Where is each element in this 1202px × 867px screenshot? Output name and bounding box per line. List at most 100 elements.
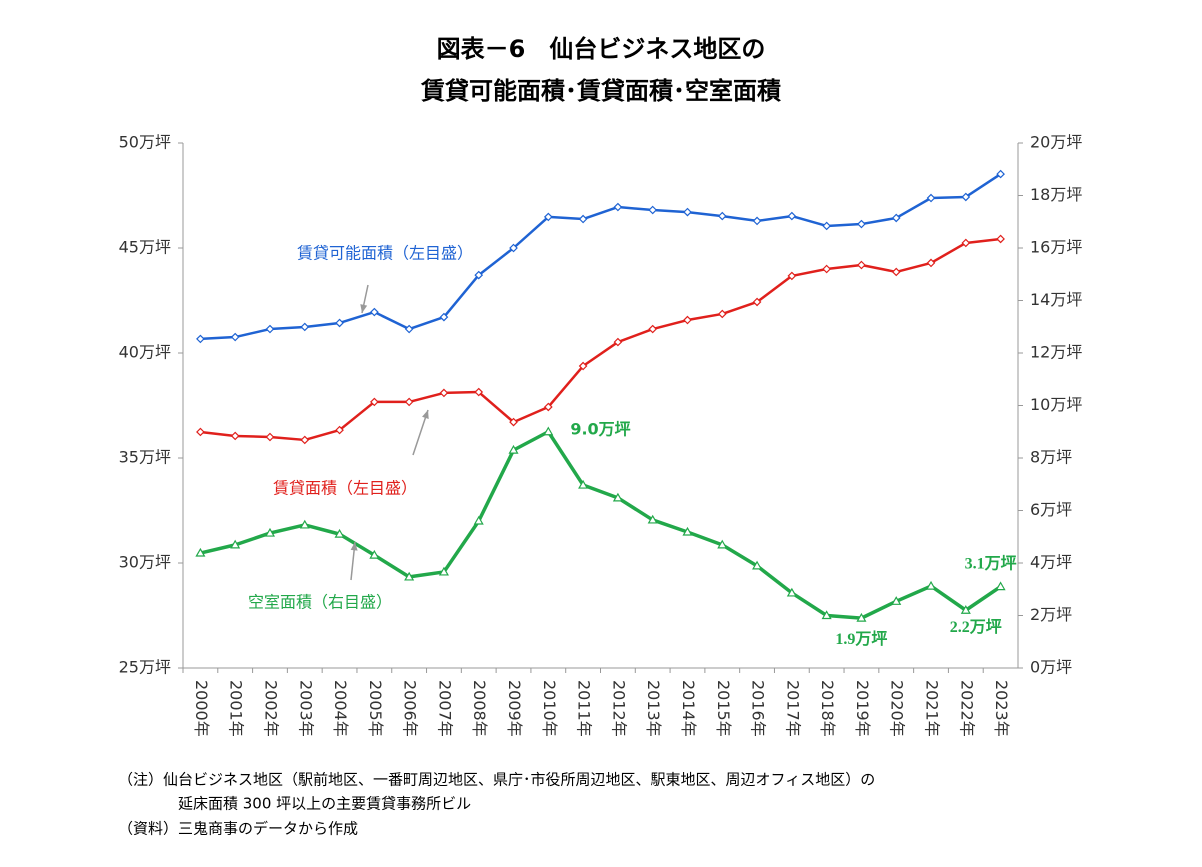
point bbox=[300, 435, 310, 445]
x-tick-label: 2013年 bbox=[644, 680, 663, 737]
point bbox=[404, 324, 414, 334]
point bbox=[474, 387, 484, 397]
point bbox=[264, 527, 276, 537]
y2-tick-label: 10万坪 bbox=[1030, 395, 1082, 414]
x-tick-label: 2011年 bbox=[575, 680, 594, 737]
point bbox=[299, 519, 310, 529]
x-tick-label: 2015年 bbox=[714, 680, 733, 737]
point bbox=[300, 322, 310, 332]
arrow-head bbox=[422, 410, 429, 419]
point bbox=[787, 211, 797, 221]
point bbox=[961, 238, 971, 248]
point bbox=[265, 324, 275, 334]
point bbox=[891, 213, 901, 223]
point bbox=[647, 514, 658, 524]
x-tick-label: 2001年 bbox=[227, 680, 246, 737]
point bbox=[752, 216, 762, 226]
x-tick-label: 2017年 bbox=[783, 680, 802, 737]
x-tick-label: 2016年 bbox=[749, 680, 768, 737]
point bbox=[230, 539, 241, 549]
point bbox=[925, 580, 937, 590]
point bbox=[543, 212, 553, 222]
point bbox=[370, 307, 379, 317]
point bbox=[578, 479, 589, 489]
y2-tick-label: 4万坪 bbox=[1030, 553, 1072, 572]
point bbox=[717, 211, 727, 221]
point bbox=[960, 605, 971, 614]
x-tick-label: 2021年 bbox=[923, 680, 942, 737]
point bbox=[683, 207, 692, 217]
y-tick-label: 30万坪 bbox=[119, 553, 171, 572]
point bbox=[370, 397, 379, 407]
y-tick-label: 35万坪 bbox=[119, 448, 171, 467]
point bbox=[230, 431, 240, 441]
point bbox=[509, 417, 518, 427]
point bbox=[961, 192, 971, 202]
x-tick-label: 2004年 bbox=[331, 680, 350, 737]
y2-tick-label: 16万坪 bbox=[1030, 238, 1082, 257]
y-tick-label: 50万坪 bbox=[119, 133, 171, 152]
point bbox=[891, 267, 901, 277]
data-label: 3.1万坪 bbox=[965, 554, 1017, 572]
point bbox=[265, 432, 275, 442]
point bbox=[196, 334, 205, 344]
y2-tick-label: 12万坪 bbox=[1030, 343, 1082, 362]
x-tick-label: 2008年 bbox=[470, 680, 489, 737]
point bbox=[439, 388, 449, 398]
series-line bbox=[200, 173, 1002, 341]
x-tick-label: 2023年 bbox=[992, 680, 1011, 737]
series-label: 賃貸可能面積（左目盛） bbox=[297, 244, 473, 263]
point bbox=[509, 243, 518, 253]
x-tick-label: 2022年 bbox=[957, 680, 976, 737]
point bbox=[439, 312, 449, 322]
note: （資料）三鬼商事のデータから作成 bbox=[118, 820, 358, 838]
point bbox=[438, 566, 449, 576]
point bbox=[821, 610, 832, 620]
x-tick-label: 2006年 bbox=[401, 680, 420, 737]
point bbox=[717, 309, 727, 319]
point bbox=[196, 427, 205, 437]
x-tick-label: 2018年 bbox=[818, 680, 837, 737]
y2-tick-label: 18万坪 bbox=[1030, 185, 1082, 204]
data-label: 1.9万坪 bbox=[835, 630, 887, 648]
point bbox=[612, 492, 623, 502]
y2-tick-label: 6万坪 bbox=[1030, 500, 1072, 519]
y-tick-label: 25万坪 bbox=[119, 658, 171, 677]
point bbox=[335, 425, 344, 435]
x-tick-label: 2019年 bbox=[853, 680, 872, 737]
y2-tick-label: 20万坪 bbox=[1030, 133, 1082, 152]
x-tick-label: 2003年 bbox=[296, 680, 315, 737]
point bbox=[786, 587, 797, 597]
arrow-head bbox=[350, 542, 358, 551]
y2-tick-label: 0万坪 bbox=[1030, 658, 1072, 677]
point bbox=[752, 560, 763, 570]
point bbox=[822, 264, 831, 274]
series-line bbox=[200, 237, 1001, 442]
point bbox=[857, 219, 866, 229]
point bbox=[891, 596, 902, 605]
point bbox=[543, 426, 554, 436]
point bbox=[926, 258, 936, 268]
point bbox=[613, 202, 623, 212]
point bbox=[543, 402, 553, 412]
series-label: 空室面積（右目盛） bbox=[248, 593, 392, 612]
point bbox=[683, 315, 692, 325]
x-tick-label: 2002年 bbox=[261, 680, 280, 737]
x-tick-label: 2005年 bbox=[366, 680, 385, 737]
point bbox=[473, 515, 484, 525]
point bbox=[995, 581, 1006, 591]
point bbox=[578, 361, 588, 371]
point bbox=[474, 270, 484, 280]
y2-tick-label: 8万坪 bbox=[1030, 448, 1072, 467]
data-label: 9.0万坪 bbox=[570, 419, 630, 438]
x-tick-label: 2020年 bbox=[888, 680, 907, 737]
x-tick-label: 2012年 bbox=[609, 680, 628, 737]
y-tick-label: 40万坪 bbox=[119, 343, 171, 362]
point bbox=[648, 205, 658, 215]
point bbox=[996, 169, 1005, 179]
point bbox=[856, 612, 867, 622]
point bbox=[752, 297, 762, 307]
x-tick-label: 2010年 bbox=[540, 680, 559, 737]
